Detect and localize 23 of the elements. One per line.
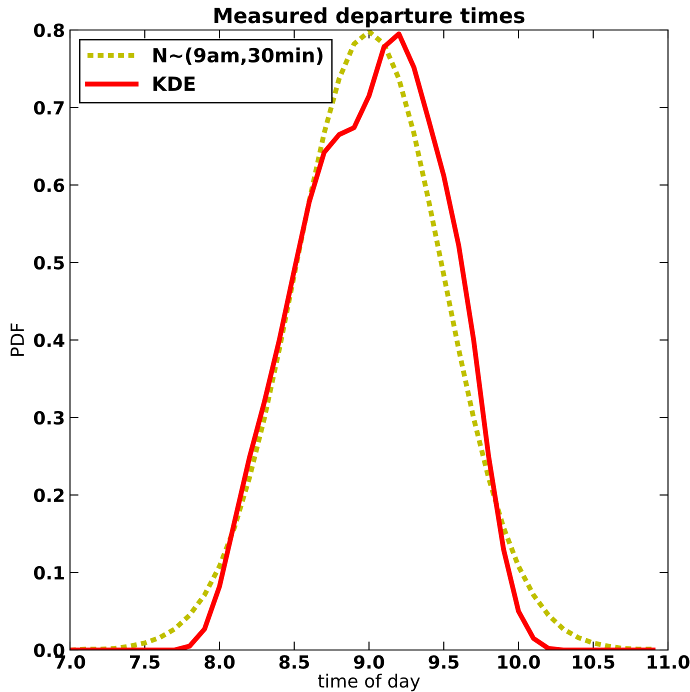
- y-tick-label: 0.5: [34, 256, 64, 270]
- y-axis-title: PDF: [10, 323, 24, 356]
- x-tick-label: 8.0: [204, 655, 235, 669]
- y-tick-label: 0.2: [34, 488, 64, 502]
- y-tick-label: 0.3: [34, 410, 64, 425]
- y-tick-label: 0.1: [34, 566, 64, 580]
- y-tick-label: 0.0: [34, 643, 64, 658]
- y-tick-label: 0.4: [34, 333, 64, 348]
- legend-label: KDE: [153, 76, 195, 91]
- x-tick-label: 7.5: [130, 655, 160, 669]
- x-tick-label: 8.5: [279, 655, 309, 669]
- y-tick-label: 0.6: [34, 178, 64, 192]
- y-tick-label: 0.7: [34, 100, 64, 115]
- x-axis-title: time of day: [318, 674, 420, 692]
- x-tick-label: 11.0: [648, 655, 690, 669]
- x-tick-label: 9.5: [428, 655, 458, 669]
- x-tick-label: 9.0: [354, 655, 384, 669]
- x-tick-label: 10.0: [498, 655, 540, 669]
- x-tick-label: 7.0: [55, 655, 86, 669]
- chart-title: Measured departure times: [214, 7, 524, 28]
- legend-label: N~(9am,30min): [153, 48, 322, 66]
- y-tick-label: 0.8: [34, 23, 64, 38]
- x-tick-label: 10.5: [573, 655, 614, 669]
